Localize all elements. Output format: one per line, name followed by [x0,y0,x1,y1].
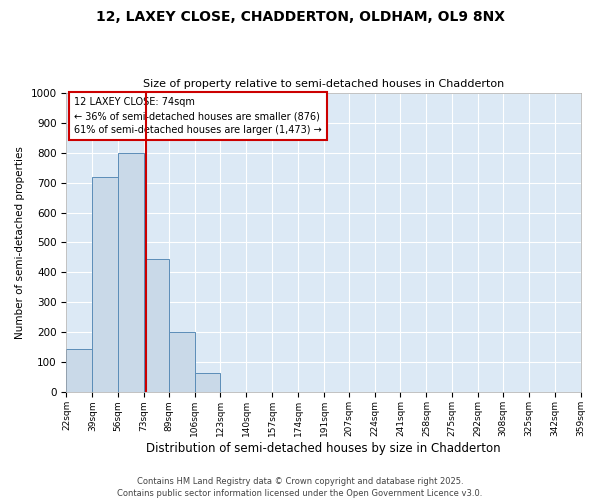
Bar [92,176,118,392]
Text: Contains HM Land Registry data © Crown copyright and database right 2025.
Contai: Contains HM Land Registry data © Crown c… [118,476,482,498]
Y-axis label: Number of semi-detached properties: Number of semi-detached properties [15,146,25,339]
Bar [144,259,169,392]
Bar [118,152,144,392]
Text: 12, LAXEY CLOSE, CHADDERTON, OLDHAM, OL9 8NX: 12, LAXEY CLOSE, CHADDERTON, OLDHAM, OL9… [95,10,505,24]
Title: Size of property relative to semi-detached houses in Chadderton: Size of property relative to semi-detach… [143,79,504,89]
Bar [169,332,194,392]
X-axis label: Distribution of semi-detached houses by size in Chadderton: Distribution of semi-detached houses by … [146,442,501,455]
Text: 12 LAXEY CLOSE: 74sqm
← 36% of semi-detached houses are smaller (876)
61% of sem: 12 LAXEY CLOSE: 74sqm ← 36% of semi-deta… [74,97,322,135]
Bar [67,349,92,393]
Bar [194,373,220,392]
